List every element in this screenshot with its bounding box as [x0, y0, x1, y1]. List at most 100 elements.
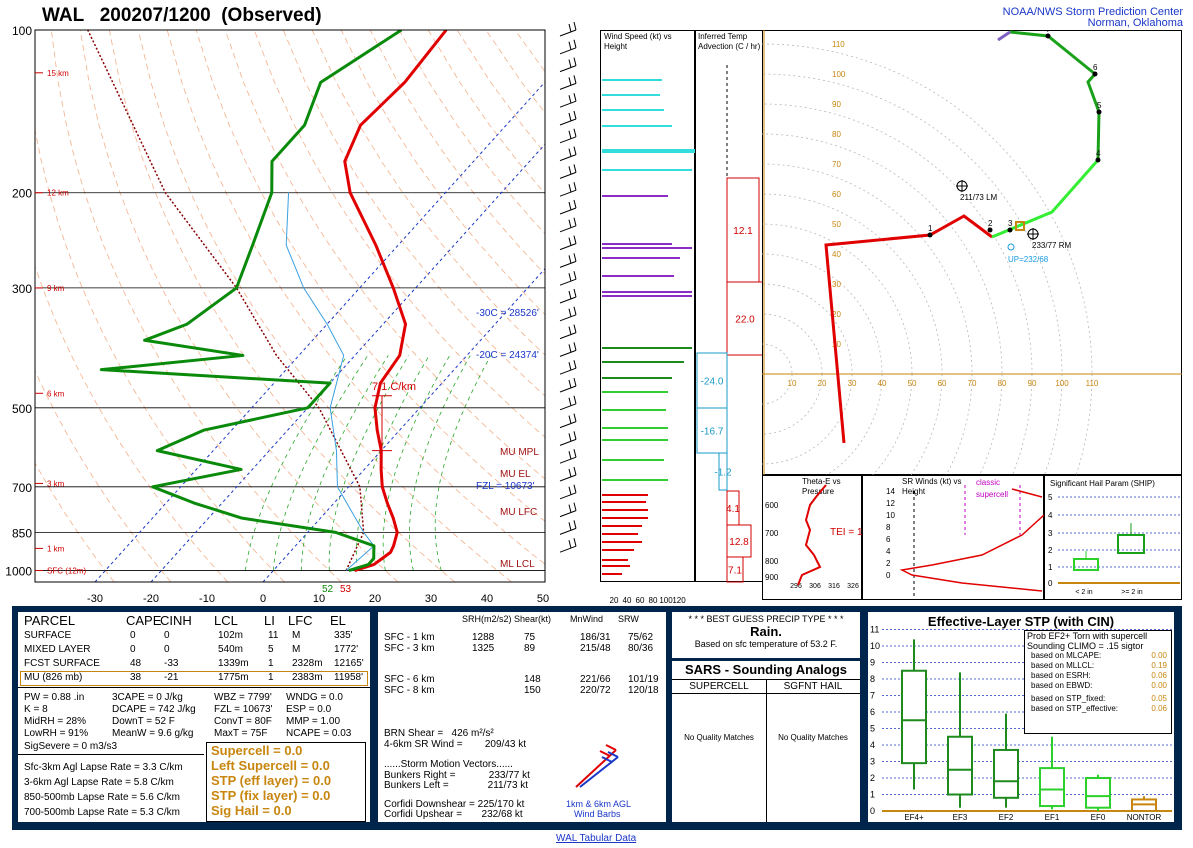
parcel-cell: 1: [268, 672, 274, 683]
wind-barb-flag: [573, 146, 577, 155]
stp-prob-value: 0.19: [1151, 661, 1167, 670]
tabular-data-link[interactable]: WAL Tabular Data: [556, 833, 637, 844]
parcel-cell: 0: [130, 644, 136, 655]
t-tick: 50: [537, 593, 549, 605]
parcel-cell: FCST SURFACE: [24, 658, 100, 669]
param-cell: WBZ = 7799': [214, 692, 272, 703]
ship-y-tick: 1: [1048, 563, 1053, 572]
parcel-trace: [87, 30, 365, 571]
param-cell: MidRH = 28%: [24, 716, 86, 727]
stp-y-tick: 10: [870, 641, 880, 651]
wind-barb-flag: [573, 128, 577, 137]
dry-adiabat: [108, 30, 456, 582]
stp-prob-label: based on MLCAPE:: [1031, 651, 1102, 660]
stp-prob-row: based on STP_fixed: 0.05: [1025, 694, 1171, 704]
wind-barb-flag: [573, 39, 577, 48]
t-tick: -20: [143, 593, 159, 605]
advection-box: [696, 407, 728, 454]
hodo-trace-0-3km: [824, 214, 993, 444]
stp-climo: Sounding CLIMO = .15 sigtor: [1027, 641, 1144, 651]
hodo-km-marker: [1045, 33, 1051, 39]
kin-cell: 221/66: [580, 674, 611, 685]
sars-hail-none: No Quality Matches: [778, 733, 848, 742]
stp-category: EF3: [953, 813, 968, 822]
kin-cell: 101/19: [628, 674, 659, 685]
p-tick: 1000: [5, 565, 32, 579]
advection-value: 22.0: [735, 315, 755, 326]
dry-adiabat: [253, 30, 545, 438]
t-tick: 10: [313, 593, 325, 605]
wind-barb: [559, 136, 577, 144]
wind-barb-flag: [573, 395, 577, 404]
stp-title: Effective-Layer STP (with CIN): [928, 614, 1114, 629]
hodo-trace-6-9km: [1009, 30, 1101, 161]
hodo-ring-label: 80: [832, 130, 841, 139]
theta-e-trace: [797, 484, 827, 586]
stp-prob-title: Prob EF2+ Torn with supercell: [1027, 631, 1148, 641]
param-cell: PW = 0.88 .in: [24, 692, 85, 703]
parcel-cell: 0: [164, 630, 170, 641]
t-tick: 40: [481, 593, 493, 605]
stp-prob-row: based on MLCAPE: 0.00: [1025, 651, 1171, 661]
mean-wind-marker: [1015, 221, 1025, 231]
stp-y-tick: 9: [870, 658, 875, 668]
wind-barb-flag: [573, 217, 577, 226]
wind-barb: [559, 243, 577, 251]
plot-area: [35, 30, 545, 582]
wind-barb-flag: [573, 484, 577, 493]
wind-barb: [559, 260, 577, 268]
wind-barb-flag: [573, 538, 577, 547]
hodo-ring-label: 10: [788, 379, 797, 388]
hodo-km-marker: [987, 227, 993, 233]
wind-barb-flag: [568, 308, 572, 317]
wind-barb-flag: [573, 306, 577, 315]
hodo-ring-label: 60: [938, 379, 947, 388]
ws-tick: 60: [636, 596, 645, 605]
stp-prob-value: 0.00: [1151, 681, 1167, 690]
rm-label: 233/77 RM: [1032, 241, 1071, 250]
org-line-1: NOAA/NWS Storm Prediction Center: [1002, 6, 1183, 18]
theta-e-x-tick: 306: [809, 583, 821, 590]
hodo-ring-label: 20: [818, 379, 827, 388]
param-cell: K = 8: [24, 704, 48, 715]
wind-barb-flag: [573, 413, 577, 422]
brn-shear: BRN Shear = 426 m²/s²: [384, 728, 494, 739]
advection-box: [726, 556, 744, 583]
wind-barb-flag: [573, 449, 577, 458]
parcel-header: LFC: [288, 613, 313, 628]
mu-mpl-label: MU MPL: [500, 447, 539, 458]
stp-category: EF2: [999, 813, 1014, 822]
ws-tick: 80: [649, 596, 658, 605]
kin-cell: SFC - 3 km: [384, 643, 435, 654]
moist-adiabat: [272, 355, 369, 571]
parcel-cell: 1339m: [218, 658, 249, 669]
theta-e-x-tick: 326: [847, 583, 859, 590]
stp-y-tick: 5: [870, 724, 875, 734]
classic-label: classic: [976, 478, 1000, 487]
advection-value: -24.0: [701, 377, 724, 388]
sfc-temp-label: 53: [340, 584, 352, 595]
param-cell: DCAPE = 742 J/kg: [112, 704, 196, 715]
ship-x-label: < 2 in: [1075, 589, 1092, 596]
wind-barb-flag: [573, 520, 577, 529]
kinematics-panel: SRH(m2/s2) Shear(kt) MnWind SRW SFC - 1 km 12…: [378, 612, 666, 822]
parcel-header: PARCEL: [24, 613, 76, 628]
precip-panel: * * * BEST GUESS PRECIP TYPE * * * Rain.…: [672, 612, 860, 658]
dry-adiabat: [543, 30, 545, 32]
lapse-row: 700-500mb Lapse Rate = 5.3 C/km: [24, 807, 180, 818]
temp-advection-title: Inferred Temp Advection (C / hr): [698, 32, 761, 51]
advection-value: 4.1: [726, 504, 740, 515]
upshear-label: UP=232/68: [1008, 255, 1049, 264]
wind-barb-flag: [568, 148, 572, 157]
parcel-cell: 102m: [218, 630, 244, 641]
wind-barb-flag: [568, 486, 572, 495]
wind-barb: [559, 349, 577, 357]
wind-barb: [559, 456, 577, 464]
hodo-ring-label: 10: [832, 340, 841, 349]
wind-barb-flag: [568, 326, 572, 335]
wind-speed-title: Wind Speed (kt) vs Height: [604, 32, 672, 51]
dry-adiabat: [166, 30, 545, 565]
precip-title: * * * BEST GUESS PRECIP TYPE * * *: [688, 614, 844, 624]
stp-y-tick: 3: [870, 757, 875, 767]
stp-prob-row: based on EBWD: 0.00: [1025, 681, 1171, 691]
